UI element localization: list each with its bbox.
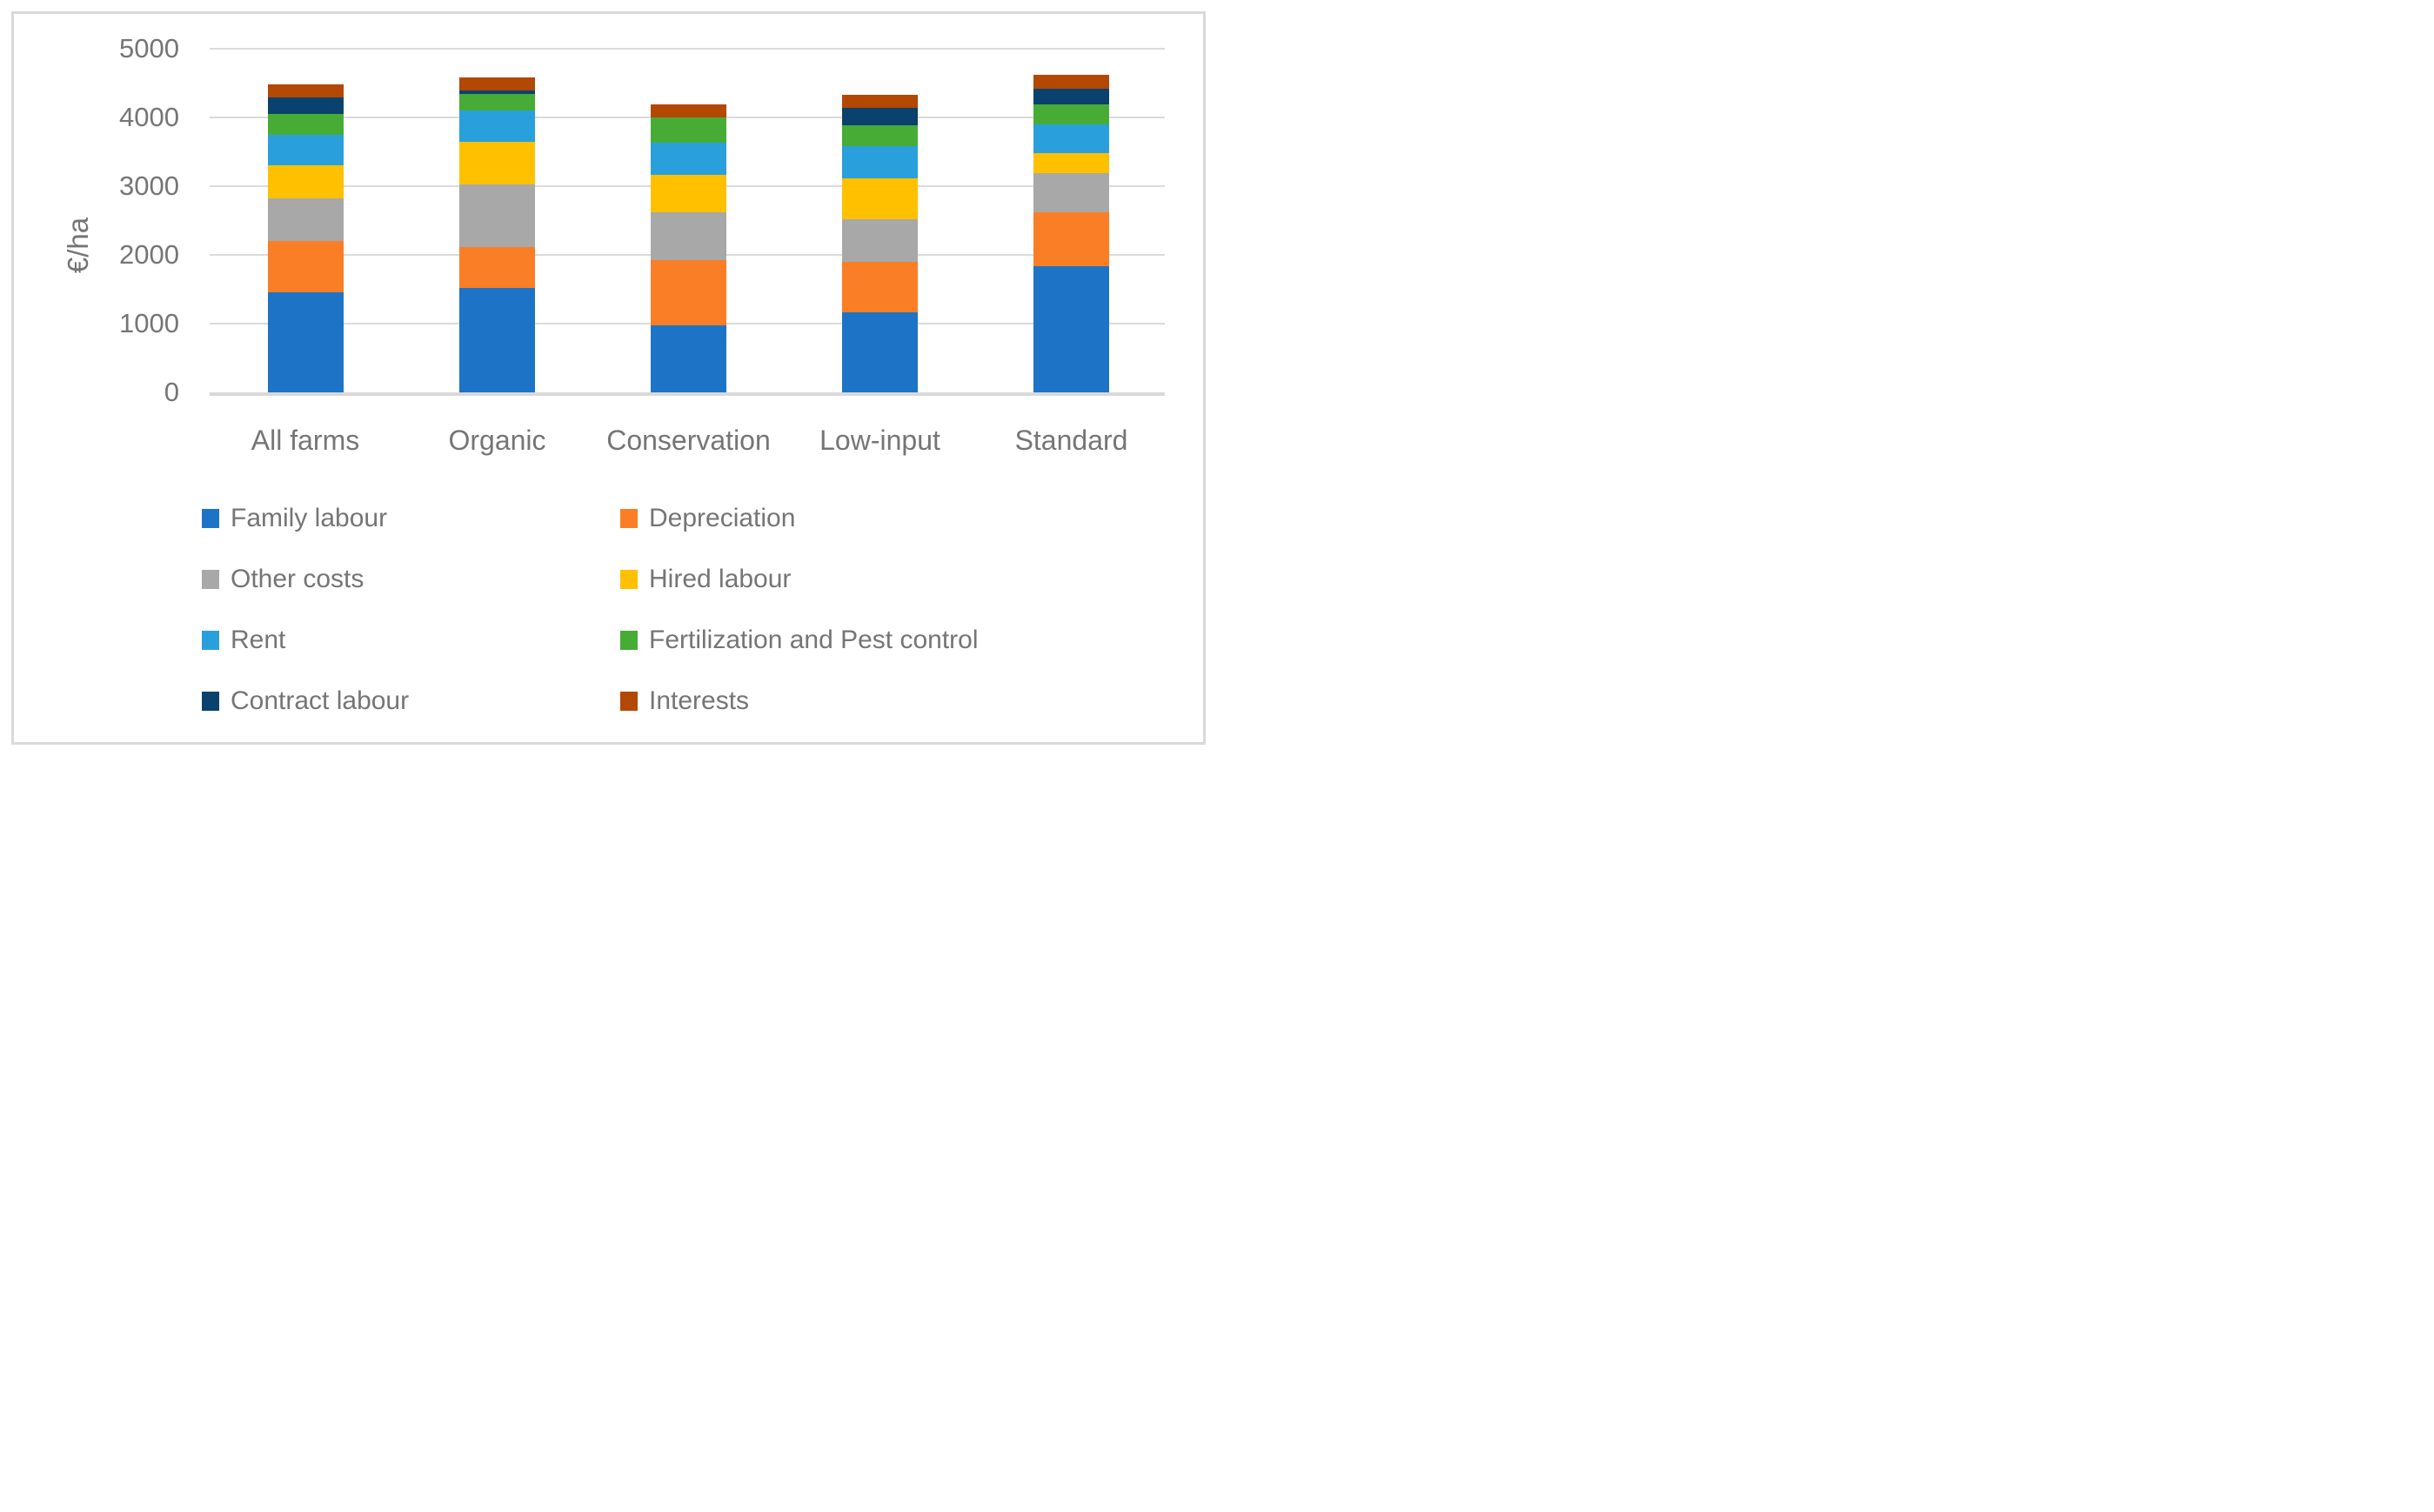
bar-segment-standard-other-costs: [1033, 173, 1109, 212]
y-tick-label-3000: 3000: [119, 171, 179, 201]
bar-segment-organic-family-labour: [459, 287, 535, 392]
bar-segment-conservation-hired-labour: [651, 174, 726, 213]
bar-low-input: [842, 94, 918, 392]
legend-swatch-rent: [202, 631, 219, 650]
legend-label-rent: Rent: [231, 626, 286, 654]
bar-segment-all-farms-hired-labour: [267, 165, 344, 199]
bar-segment-standard-family-labour: [1033, 265, 1109, 392]
legend-item-family-labour: Family labour: [202, 504, 387, 533]
bar-segment-conservation-depreciation: [651, 260, 726, 326]
chart-border: [11, 11, 1206, 745]
legend-item-rent: Rent: [202, 626, 285, 655]
bar-segment-organic-other-costs: [459, 184, 535, 248]
y-tick-label-5000: 5000: [119, 33, 179, 64]
legend-item-other-costs: Other costs: [202, 565, 364, 594]
bar-segment-all-farms-fertilization-and-pest-control: [267, 114, 344, 136]
legend-label-contract-labour: Contract labour: [231, 686, 410, 715]
bar-organic: [459, 77, 535, 392]
bar-all-farms: [267, 84, 344, 392]
bar-segment-conservation-fertilization-and-pest-control: [651, 117, 726, 144]
legend-item-interests: Interests: [620, 686, 749, 716]
legend-label-interests: Interests: [649, 686, 750, 715]
legend-item-contract-labour: Contract labour: [202, 686, 409, 716]
bar-segment-standard-hired-labour: [1033, 152, 1109, 174]
bar-segment-low-input-interests: [842, 94, 918, 108]
x-axis-line: [210, 392, 1165, 396]
bar-segment-organic-fertilization-and-pest-control: [459, 93, 535, 110]
bar-segment-low-input-contract-labour: [842, 107, 918, 125]
y-tick-label-0: 0: [164, 377, 179, 407]
bar-segment-all-farms-family-labour: [267, 292, 344, 392]
y-tick-label-4000: 4000: [119, 102, 179, 132]
bar-conservation: [651, 104, 726, 392]
bar-segment-conservation-other-costs: [651, 212, 726, 261]
bar-segment-organic-interests: [459, 77, 535, 91]
x-axis-label-standard: Standard: [1014, 425, 1128, 456]
bar-segment-conservation-family-labour: [651, 325, 726, 392]
y-tick-label-2000: 2000: [119, 239, 179, 270]
bar-segment-conservation-interests: [651, 104, 726, 118]
bar-segment-organic-contract-labour: [459, 90, 535, 94]
bar-segment-low-input-other-costs: [842, 218, 918, 262]
legend-swatch-family-labour: [202, 509, 219, 528]
legend-swatch-hired-labour: [620, 570, 638, 589]
bar-segment-all-farms-depreciation: [267, 241, 344, 293]
legend-label-fertilization-and-pest-control: Fertilization and Pest control: [649, 626, 979, 654]
legend-item-hired-labour: Hired labour: [620, 565, 791, 594]
y-tick-label-1000: 1000: [119, 308, 179, 338]
legend-label-family-labour: Family labour: [231, 504, 388, 532]
x-axis-label-conservation: Conservation: [606, 425, 771, 456]
bar-segment-all-farms-other-costs: [267, 198, 344, 242]
gridline-5000: [210, 48, 1165, 50]
legend-swatch-depreciation: [620, 509, 638, 528]
bar-segment-low-input-hired-labour: [842, 177, 918, 219]
legend-swatch-contract-labour: [202, 692, 219, 711]
bar-standard: [1033, 75, 1109, 392]
chart-figure: €/ha 0 1000 2000 3000 4000 5000 All farms Organ…: [0, 0, 1217, 756]
x-axis-label-all-farms: All farms: [251, 425, 360, 456]
bar-segment-organic-hired-labour: [459, 142, 535, 185]
x-axis-label-low-input: Low-input: [819, 425, 940, 456]
bar-segment-organic-rent: [459, 110, 535, 143]
legend-swatch-other-costs: [202, 570, 219, 589]
legend-swatch-fertilization-and-pest-control: [620, 631, 638, 650]
bar-segment-organic-depreciation: [459, 247, 535, 288]
bar-segment-standard-interests: [1033, 75, 1109, 90]
bar-segment-standard-rent: [1033, 124, 1109, 153]
bar-segment-standard-depreciation: [1033, 211, 1109, 266]
legend-item-fertilization-and-pest-control: Fertilization and Pest control: [620, 626, 979, 655]
bar-segment-all-farms-contract-labour: [267, 97, 344, 115]
legend-item-depreciation: Depreciation: [620, 504, 795, 533]
bar-segment-conservation-rent: [651, 143, 726, 175]
legend-swatch-interests: [620, 692, 638, 711]
bar-segment-low-input-fertilization-and-pest-control: [842, 124, 918, 146]
bar-segment-low-input-rent: [842, 145, 918, 178]
legend-label-hired-labour: Hired labour: [649, 565, 792, 593]
legend-label-depreciation: Depreciation: [649, 504, 796, 532]
legend-label-other-costs: Other costs: [231, 565, 364, 593]
bar-segment-standard-fertilization-and-pest-control: [1033, 104, 1109, 124]
x-axis-label-organic: Organic: [448, 425, 546, 456]
bar-segment-all-farms-rent: [267, 135, 344, 166]
bar-segment-all-farms-interests: [267, 84, 344, 98]
bar-segment-standard-contract-labour: [1033, 89, 1109, 104]
bar-segment-low-input-depreciation: [842, 261, 918, 313]
bar-segment-low-input-family-labour: [842, 312, 918, 392]
